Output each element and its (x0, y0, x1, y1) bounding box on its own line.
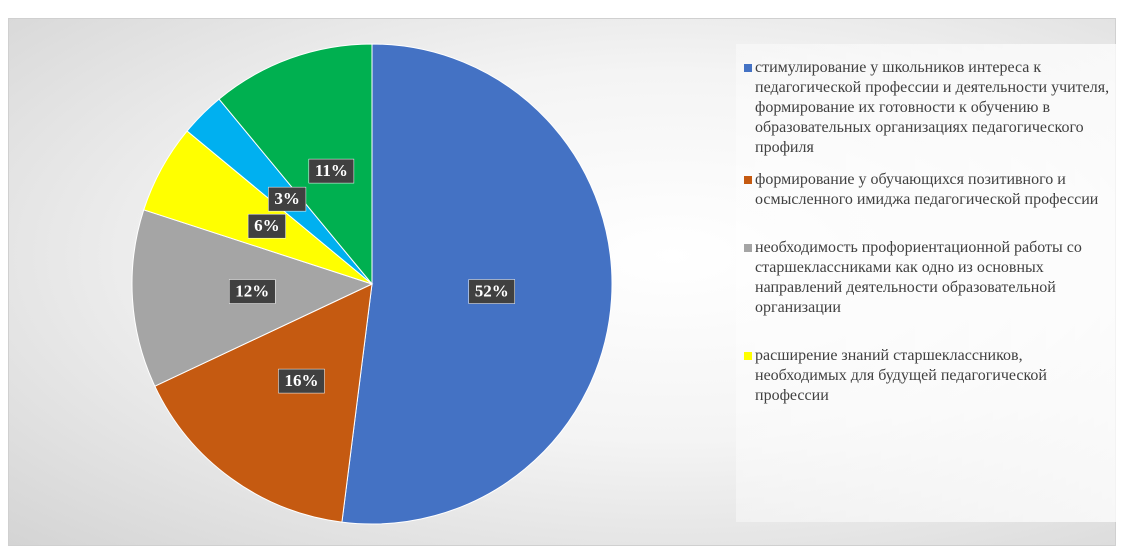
legend-marker (744, 176, 752, 184)
legend-background (736, 44, 1120, 522)
legend: стимулирование у школьников интереса к п… (744, 58, 1116, 406)
data-label: 16% (278, 368, 325, 394)
pie-slice (154, 283, 373, 523)
legend-marker (744, 64, 752, 72)
legend-item: стимулирование у школьников интереса к п… (744, 58, 1116, 158)
legend-text: необходимость профориентационной работы … (755, 239, 1082, 316)
data-label: 12% (228, 279, 276, 304)
data-label-box (228, 279, 276, 304)
data-label-text: 11% (315, 161, 348, 180)
data-label-box (247, 213, 286, 239)
legend-marker (744, 244, 752, 252)
legend-marker (744, 352, 752, 360)
legend-item: формирование у обучающихся позитивного и… (744, 170, 1116, 210)
legend-text: расширение знаний старшеклассников, необ… (755, 347, 1047, 404)
data-label-box (268, 186, 307, 212)
legend-text: стимулирование у школьников интереса к п… (755, 59, 1110, 156)
data-label-text: 12% (235, 281, 269, 300)
data-label-box (278, 368, 325, 394)
pie-slice (218, 43, 373, 286)
data-label: 11% (308, 158, 355, 184)
data-label-box (468, 279, 516, 304)
data-label-text: 6% (254, 216, 280, 235)
data-label-text: 3% (274, 189, 300, 208)
data-label-text: 16% (284, 371, 318, 390)
legend-item: расширение знаний старшеклассников, необ… (744, 346, 1116, 406)
data-label-box (308, 158, 355, 184)
data-label: 3% (268, 186, 307, 212)
legend-text: формирование у обучающихся позитивного и… (755, 171, 1099, 208)
legend-item: необходимость профориентационной работы … (744, 238, 1116, 318)
data-label: 52% (468, 279, 516, 304)
data-label: 6% (247, 213, 286, 239)
data-label-text: 52% (475, 281, 509, 300)
